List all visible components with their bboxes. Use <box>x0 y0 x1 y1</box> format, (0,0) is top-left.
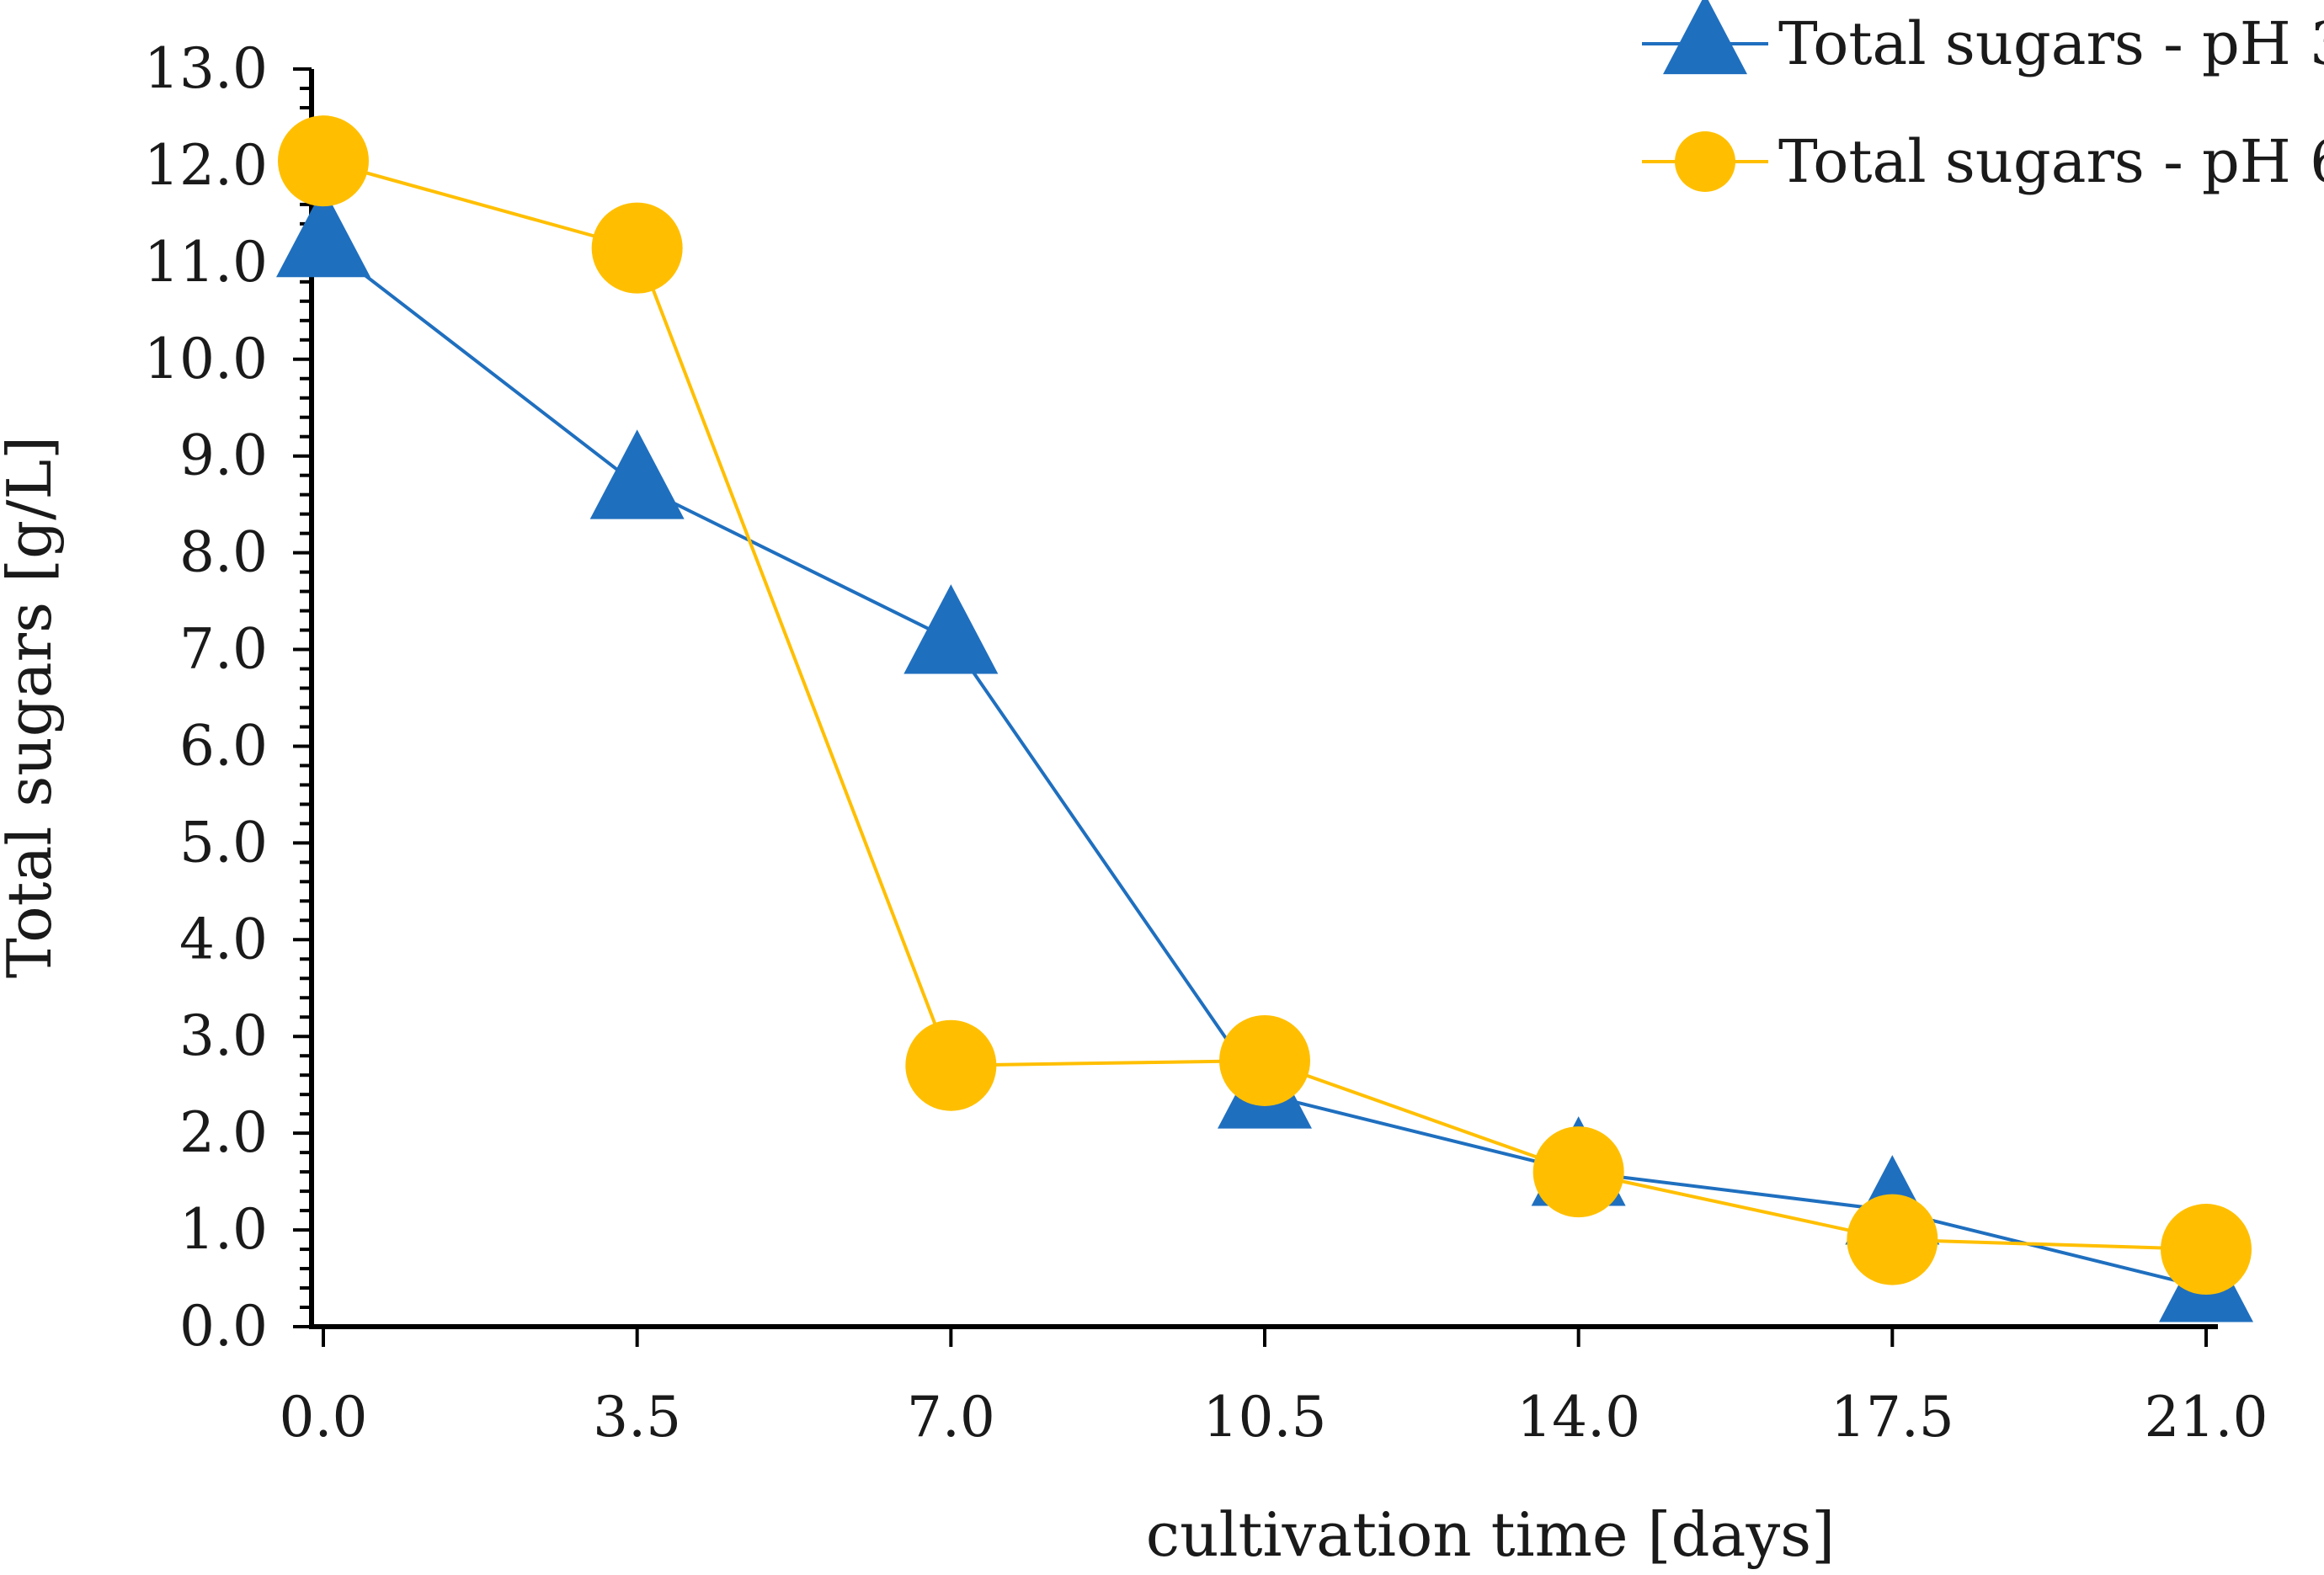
y-tick-label: 0.0 <box>179 1294 268 1359</box>
y-axis-label: Total sugars [g/L] <box>0 436 65 978</box>
legend-triangle-icon <box>1663 0 1747 75</box>
y-tick-label: 11.0 <box>144 230 268 295</box>
y-tick-label: 7.0 <box>179 617 268 682</box>
y-tick-label: 3.0 <box>179 1003 268 1068</box>
legend-label: Total sugars - pH 6 <box>1778 127 2324 196</box>
y-tick-label: 4.0 <box>179 907 268 971</box>
y-tick-label: 5.0 <box>179 810 268 875</box>
series-2 <box>278 115 2252 1296</box>
circle-marker <box>1532 1126 1624 1218</box>
legend-item: Total sugars - pH 6 <box>1642 127 2324 196</box>
x-tick-label: 10.5 <box>1203 1385 1327 1450</box>
x-axis-label: cultivation time [days] <box>1146 1499 1835 1570</box>
y-tick-label: 10.0 <box>144 327 268 391</box>
y-tick-label: 1.0 <box>179 1197 268 1262</box>
x-tick-label: 7.0 <box>907 1385 995 1450</box>
legend: Total sugars - pH 3 Total sugars - pH 6 <box>1642 0 2324 196</box>
circle-marker <box>591 202 683 294</box>
circle-marker <box>2161 1204 2252 1296</box>
y-tick-label: 12.0 <box>144 133 268 198</box>
y-tick-label: 13.0 <box>144 36 268 101</box>
y-tick-label: 9.0 <box>179 423 268 488</box>
circle-marker <box>1847 1194 1938 1285</box>
y-tick-label: 2.0 <box>179 1100 268 1165</box>
circle-marker <box>905 1019 997 1111</box>
x-tick-label: 17.5 <box>1831 1385 1954 1450</box>
triangle-marker <box>903 584 999 674</box>
y-tick-label: 8.0 <box>179 520 268 585</box>
legend-circle-icon <box>1675 131 1735 192</box>
series-line <box>322 242 2207 1290</box>
series-layer <box>276 115 2253 1322</box>
y-tick-label: 6.0 <box>179 713 268 778</box>
x-tick-label: 14.0 <box>1516 1385 1640 1450</box>
series-1 <box>276 187 2253 1322</box>
legend-item: Total sugars - pH 3 <box>1642 0 2324 78</box>
triangle-marker <box>276 187 370 278</box>
circle-marker <box>1219 1014 1310 1106</box>
y-axis-ticks: 0.0 1.0 2.0 3.0 4.0 5.0 6.0 7.0 8.0 9.0 10.0 11.0 12… <box>144 36 312 1359</box>
x-tick-label: 3.5 <box>593 1385 681 1450</box>
x-tick-label: 0.0 <box>280 1385 368 1450</box>
legend-label: Total sugars - pH 3 <box>1778 9 2324 78</box>
x-tick-label: 21.0 <box>2145 1385 2268 1450</box>
triangle-marker <box>589 429 685 519</box>
circle-marker <box>278 115 369 207</box>
x-axis-ticks: 0.0 3.5 7.0 10.5 14.0 17.5 21.0 <box>280 1327 2268 1450</box>
